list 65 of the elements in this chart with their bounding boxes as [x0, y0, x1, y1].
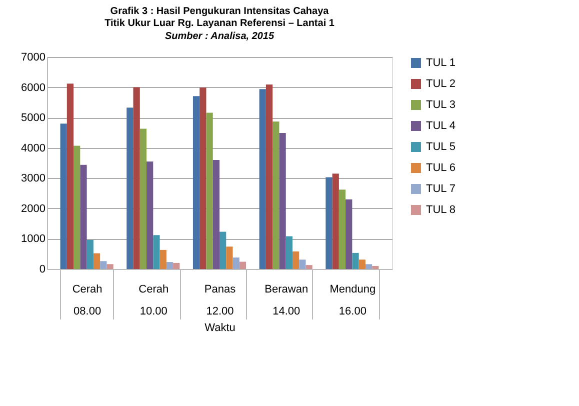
text: Titik Ukur Luar Rg. Layanan Referensi – Lantai 1 [104, 18, 334, 29]
x-tick-label: Cerah 08.00 [72, 284, 102, 318]
y-tick-label: 3000 [21, 172, 46, 185]
y-tick-label: 7000 [21, 52, 46, 64]
legend-label: TUL 2 [426, 78, 456, 90]
legend-label: TUL 4 [426, 120, 456, 132]
bar [160, 250, 166, 269]
bar [80, 164, 87, 269]
bar [140, 128, 147, 269]
bar [292, 251, 300, 269]
legend-label: TUL 1 [426, 57, 456, 69]
bar [272, 122, 280, 269]
bar [232, 257, 240, 269]
x-tick-label: Berawan 14.00 [264, 284, 308, 318]
bar [352, 252, 359, 269]
x-axis-title: Waktu [204, 322, 236, 334]
bar [332, 174, 339, 269]
bar [346, 199, 352, 269]
bar [74, 146, 80, 269]
bar [279, 133, 286, 269]
bar [200, 88, 206, 269]
bar [259, 89, 266, 269]
bar [146, 161, 154, 269]
bar [86, 240, 94, 269]
bar [93, 253, 100, 269]
bar [66, 84, 74, 269]
bar [358, 260, 366, 269]
y-tick-label: 1000 [21, 233, 46, 246]
y-tick-label: 4000 [21, 142, 46, 154]
bar [133, 87, 140, 269]
bar [192, 96, 200, 269]
x-tick-label: Cerah 10.00 [138, 284, 169, 318]
bar [226, 246, 233, 269]
bar [286, 236, 292, 269]
x-tick-label: Panas 12.00 [204, 284, 236, 318]
legend-label: TUL 8 [426, 204, 456, 216]
bar [220, 232, 226, 269]
bar [326, 177, 332, 269]
legend-label: TUL 3 [426, 99, 456, 111]
bar [266, 84, 273, 269]
bar [60, 124, 67, 269]
bar [372, 266, 379, 269]
bar [306, 265, 312, 269]
legend-label: TUL 5 [426, 141, 456, 153]
bar [166, 262, 174, 269]
bar [206, 112, 213, 269]
x-tick-label: Mendung 16.00 [330, 284, 376, 318]
legend-label: TUL 7 [426, 183, 456, 195]
bar [106, 264, 114, 269]
y-tick-label: 0 [39, 264, 46, 276]
y-tick-label: 5000 [21, 112, 46, 124]
bar [212, 160, 220, 269]
bar [153, 235, 160, 269]
text: Grafik 3 : Hasil Pengukuran Intensitas Cahaya [110, 6, 329, 17]
bar [173, 262, 180, 269]
bar [299, 260, 306, 269]
y-tick-label: 6000 [21, 82, 46, 94]
bar [100, 261, 107, 269]
bar [338, 190, 346, 269]
y-tick-label: 2000 [21, 202, 46, 215]
chart-subtitle: Sumber : Analisa, 2015 [164, 31, 274, 42]
legend-label: TUL 6 [426, 162, 456, 174]
bar [365, 264, 372, 269]
bar [239, 262, 246, 269]
bar [126, 108, 134, 269]
